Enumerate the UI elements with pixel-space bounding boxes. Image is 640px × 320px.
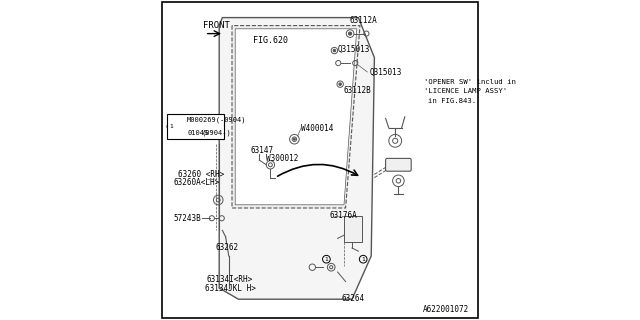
Text: in FIG.843.: in FIG.843. (428, 98, 476, 104)
Text: 0104S: 0104S (187, 130, 209, 136)
Text: Q315013: Q315013 (370, 68, 402, 76)
Circle shape (348, 32, 352, 35)
FancyBboxPatch shape (385, 158, 412, 171)
Text: M000269(-0904): M000269(-0904) (187, 117, 246, 123)
Text: (0904-): (0904-) (202, 130, 231, 136)
Text: 1: 1 (324, 257, 328, 262)
Text: W400014: W400014 (301, 124, 333, 133)
Text: FIG.620: FIG.620 (253, 36, 288, 44)
Text: 'LICENCE LAMP ASSY': 'LICENCE LAMP ASSY' (424, 88, 507, 94)
Polygon shape (219, 18, 374, 299)
Polygon shape (232, 26, 360, 208)
Text: W300012: W300012 (266, 154, 298, 163)
Text: 57243B: 57243B (173, 214, 201, 223)
Text: 'OPENER SW' includ in: 'OPENER SW' includ in (424, 79, 516, 84)
Text: 63134JKL H>: 63134JKL H> (205, 284, 256, 293)
Circle shape (293, 138, 295, 140)
Text: 63112A: 63112A (349, 16, 378, 25)
Bar (344, 216, 362, 242)
Text: 1: 1 (362, 257, 365, 262)
Text: 63260A<LH>: 63260A<LH> (174, 178, 220, 187)
Text: 1: 1 (169, 124, 173, 129)
Polygon shape (236, 29, 357, 205)
Bar (167, 114, 224, 139)
Text: 63147: 63147 (250, 146, 273, 155)
Text: Q315013: Q315013 (338, 45, 370, 54)
Text: 63134I<RH>: 63134I<RH> (206, 276, 253, 284)
Text: A622001072: A622001072 (422, 305, 468, 314)
Text: 63112B: 63112B (343, 86, 371, 95)
Circle shape (339, 83, 342, 85)
Text: 63262: 63262 (215, 243, 238, 252)
Text: FRONT: FRONT (203, 21, 229, 30)
Text: 63264: 63264 (342, 294, 365, 303)
Text: 63260 <RH>: 63260 <RH> (178, 170, 224, 179)
Text: 63176A: 63176A (330, 212, 357, 220)
Circle shape (333, 49, 335, 52)
